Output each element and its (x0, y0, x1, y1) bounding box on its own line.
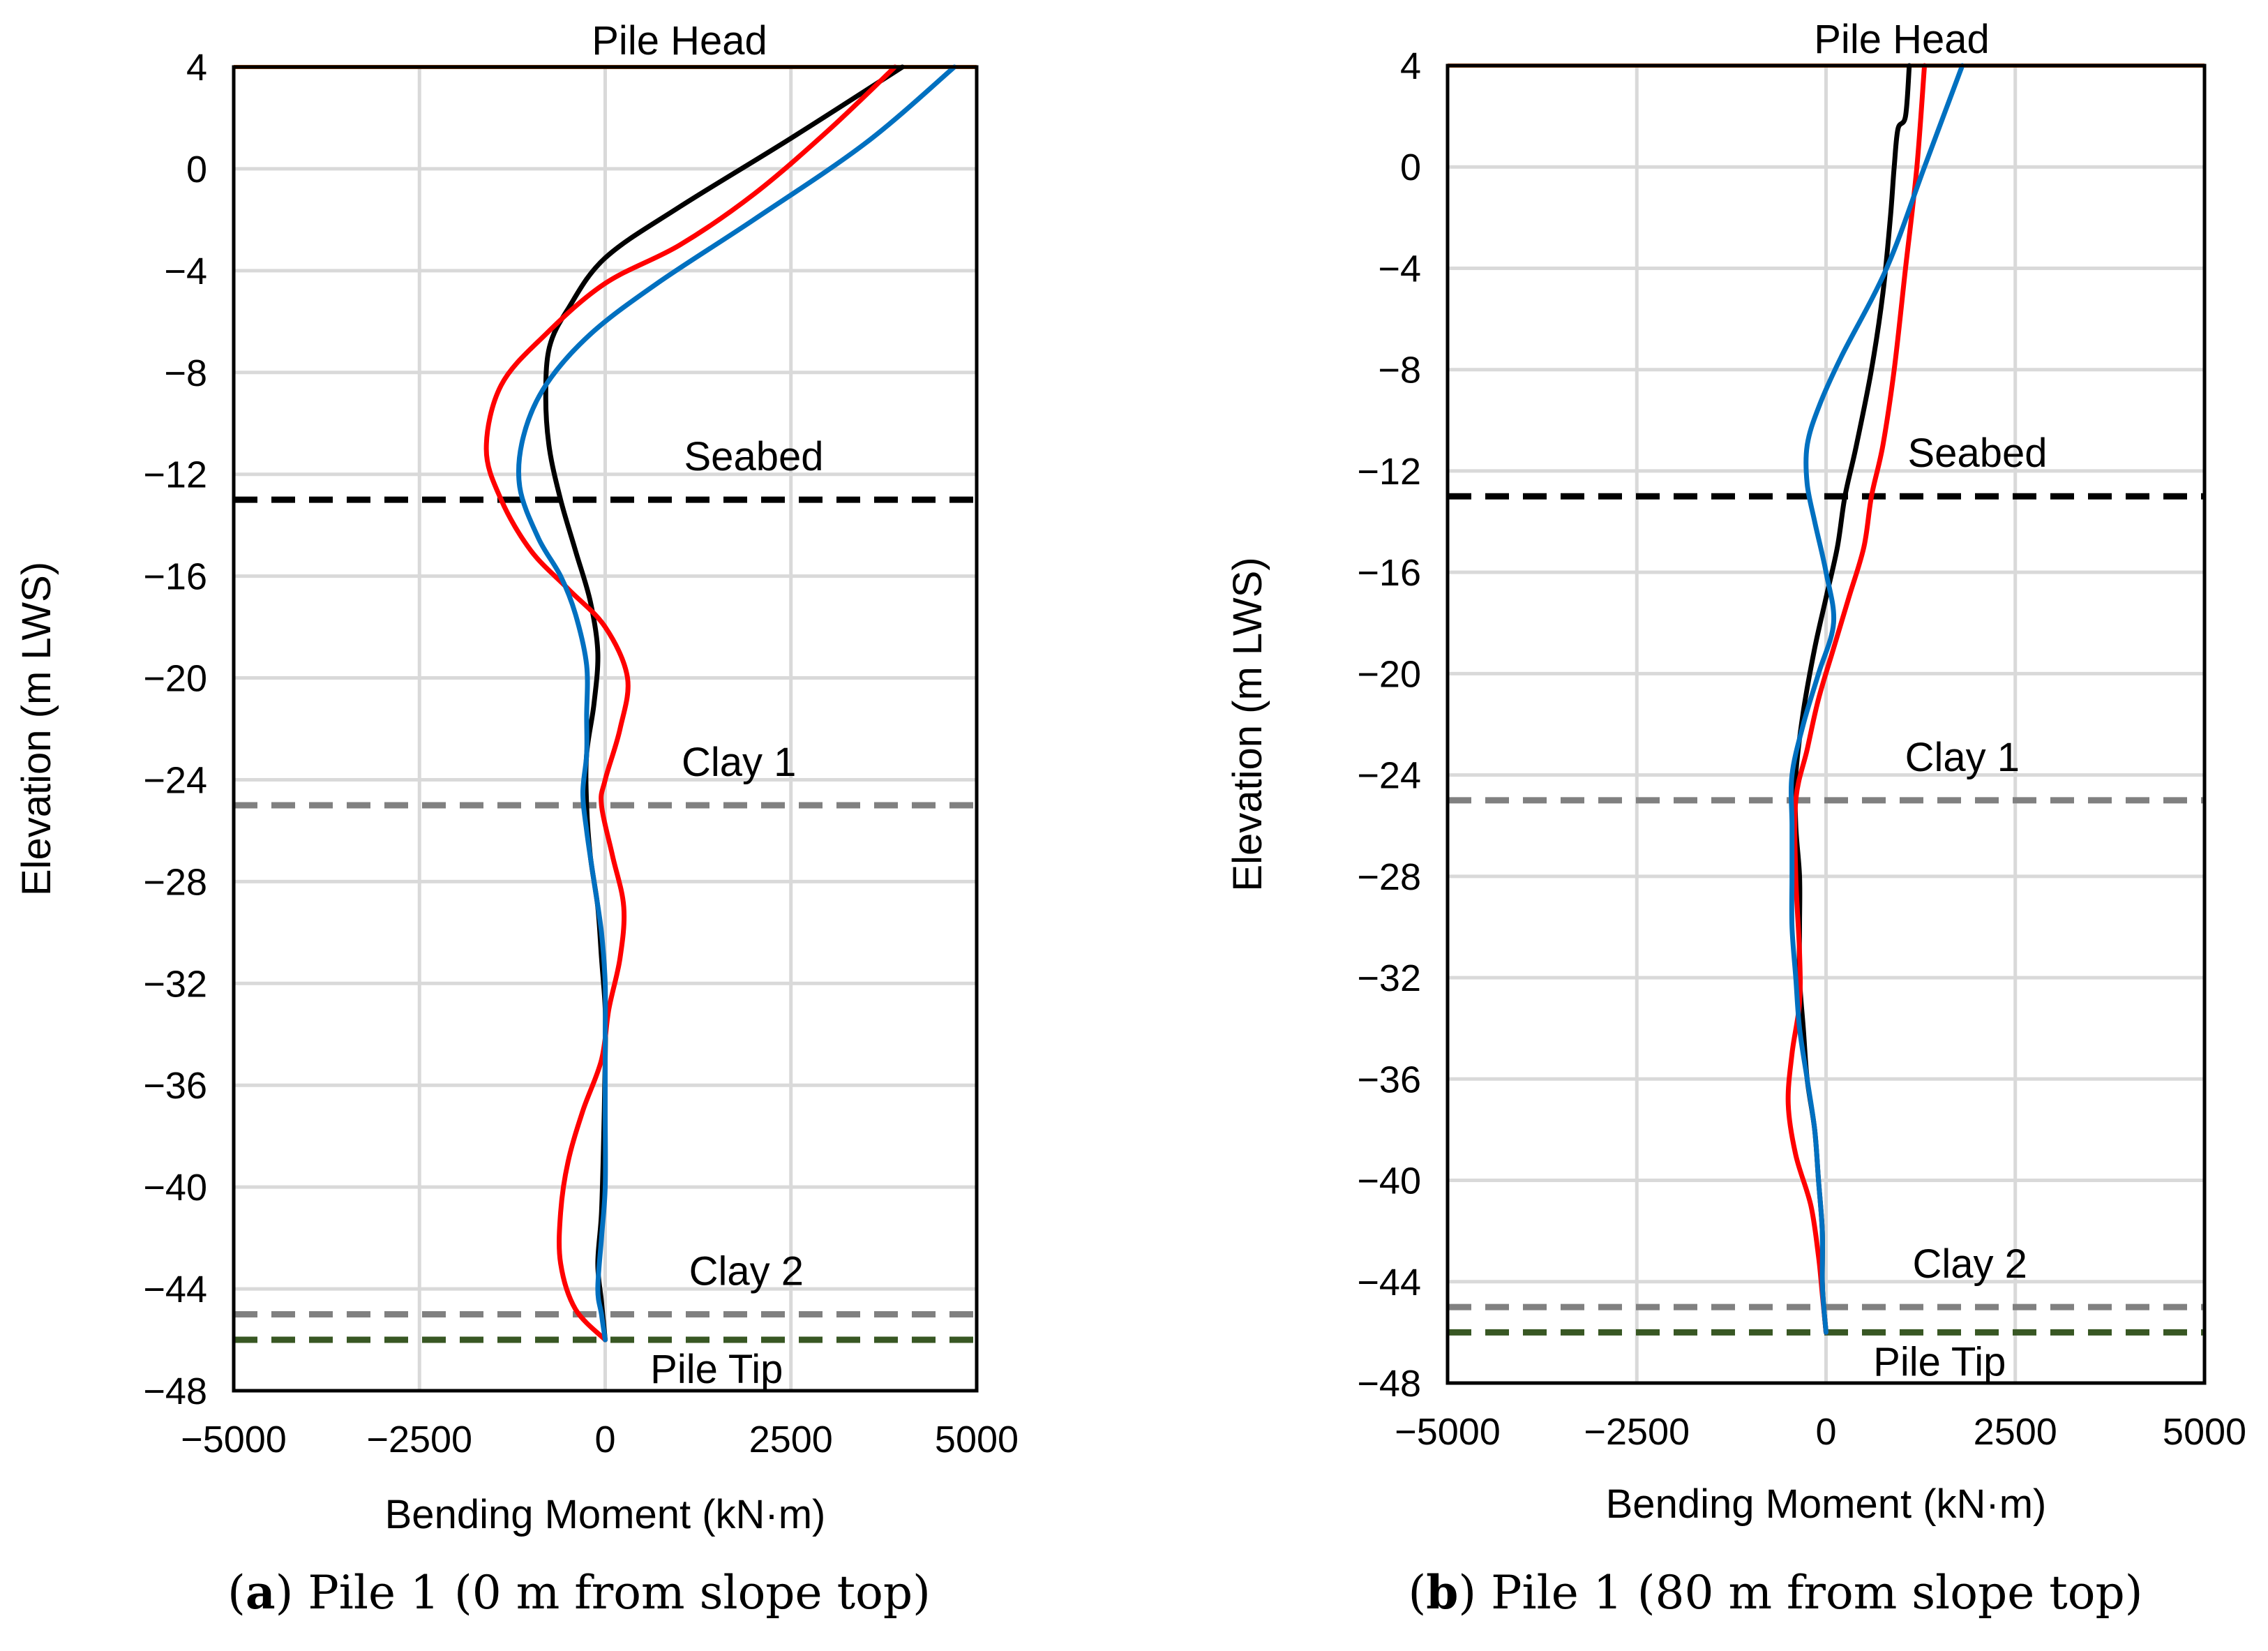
y-tick-label: −16 (143, 556, 207, 598)
series-lines (1785, 63, 1965, 1335)
plot-frame (232, 65, 979, 1393)
y-tick-label: −24 (143, 759, 207, 801)
y-tick-labels: 4 0 −4 −8 −12 −16 −20 −24 −28 −32 −36 −40 −44 −48 (143, 47, 207, 1412)
x-tick-label: 5000 (2163, 1411, 2246, 1453)
series-red (1785, 63, 1928, 1335)
y-tick-label: −40 (1357, 1160, 1421, 1202)
x-tick-label: −2500 (366, 1419, 472, 1460)
panel-caption: (b) Pile 1 (80 m from slope top) (1408, 1565, 2142, 1620)
y-tick-label: −8 (1378, 350, 1421, 391)
x-tick-label: 0 (1815, 1411, 1836, 1453)
y-tick-label: −28 (1357, 856, 1421, 898)
y-tick-label: −40 (143, 1167, 207, 1209)
y-tick-label: 0 (186, 149, 207, 190)
series-lines (483, 64, 957, 1343)
y-tick-label: −24 (1357, 755, 1421, 797)
ref-label-pile-tip: Pile Tip (650, 1347, 783, 1392)
panel-caption: (a) Pile 1 (0 m from slope top) (227, 1565, 931, 1620)
y-tick-label: −36 (143, 1065, 207, 1107)
x-tick-labels: −5000 −2500 0 2500 5000 (181, 1419, 1019, 1460)
layer-labels: Pile Head Seabed Clay 1 Clay 2 Pile Tip (592, 18, 823, 1392)
y-tick-label: −12 (1357, 451, 1421, 493)
panel-a: 4 0 −4 −8 −12 −16 −20 −24 −28 −32 −36 −40 −44 −48 −50… (14, 18, 1019, 1620)
x-tick-labels: −5000 −2500 0 2500 5000 (1395, 1411, 2246, 1453)
y-tick-label: −8 (164, 352, 207, 394)
y-tick-label: −32 (1357, 957, 1421, 999)
y-tick-label: −20 (143, 658, 207, 700)
layer-labels: Pile Head Seabed Clay 1 Clay 2 Pile Tip (1814, 17, 2047, 1384)
y-tick-label: −44 (1357, 1262, 1421, 1303)
y-tick-label: −36 (1357, 1059, 1421, 1100)
panel-b: 4 0 −4 −8 −12 −16 −20 −24 −28 −32 −36 −40 −44 −48 −50… (1225, 17, 2246, 1620)
y-tick-label: 4 (1400, 45, 1421, 87)
y-tick-labels: 4 0 −4 −8 −12 −16 −20 −24 −28 −32 −36 −40 −44 −48 (1357, 45, 1421, 1405)
series-blue (1789, 63, 1965, 1335)
x-axis-title: Bending Moment (kN·m) (385, 1492, 826, 1537)
x-tick-label: 2500 (1974, 1411, 2057, 1453)
series-red (483, 64, 898, 1343)
y-tick-label: −12 (143, 454, 207, 496)
y-tick-label: −48 (1357, 1363, 1421, 1405)
x-tick-label: −2500 (1584, 1411, 1690, 1453)
series-blue (516, 64, 957, 1343)
y-axis-title: Elevation (m LWS) (1225, 557, 1270, 891)
ref-label-pile-head: Pile Head (592, 18, 767, 64)
y-tick-label: −16 (1357, 552, 1421, 594)
y-tick-label: −48 (143, 1370, 207, 1412)
ref-label-pile-tip: Pile Tip (1873, 1339, 2006, 1384)
caption-text: Pile 1 (0 m from slope top) (308, 1566, 930, 1620)
y-tick-label: −32 (143, 963, 207, 1005)
y-axis-title: Elevation (m LWS) (14, 562, 59, 896)
x-tick-label: −5000 (1395, 1411, 1501, 1453)
y-tick-label: 4 (186, 47, 207, 89)
y-tick-label: −28 (143, 861, 207, 903)
ref-label-pile-head: Pile Head (1814, 17, 1989, 62)
y-tick-label: −4 (1378, 248, 1421, 290)
y-tick-label: −44 (143, 1269, 207, 1310)
caption-text: Pile 1 (80 m from slope top) (1491, 1566, 2142, 1620)
panel-letter: a (246, 1565, 276, 1620)
y-tick-label: 0 (1400, 147, 1421, 188)
panel-letter: b (1426, 1565, 1458, 1620)
ref-label-clay-2: Clay 2 (689, 1249, 804, 1294)
series-black (543, 64, 905, 1343)
ref-label-seabed: Seabed (684, 434, 824, 479)
plot-frame (1445, 64, 2207, 1385)
x-tick-label: 5000 (935, 1419, 1019, 1460)
ref-label-seabed: Seabed (1908, 431, 2048, 476)
y-tick-label: −20 (1357, 653, 1421, 695)
x-tick-label: −5000 (181, 1419, 287, 1460)
x-tick-label: 2500 (749, 1419, 833, 1460)
x-tick-label: 0 (594, 1419, 615, 1460)
y-tick-label: −4 (164, 251, 207, 292)
ref-label-clay-1: Clay 1 (1905, 735, 2020, 780)
gridlines (1445, 64, 2207, 1385)
x-axis-title: Bending Moment (kN·m) (1606, 1481, 2047, 1527)
ref-label-clay-1: Clay 1 (682, 740, 796, 785)
ref-label-clay-2: Clay 2 (1912, 1241, 2027, 1287)
